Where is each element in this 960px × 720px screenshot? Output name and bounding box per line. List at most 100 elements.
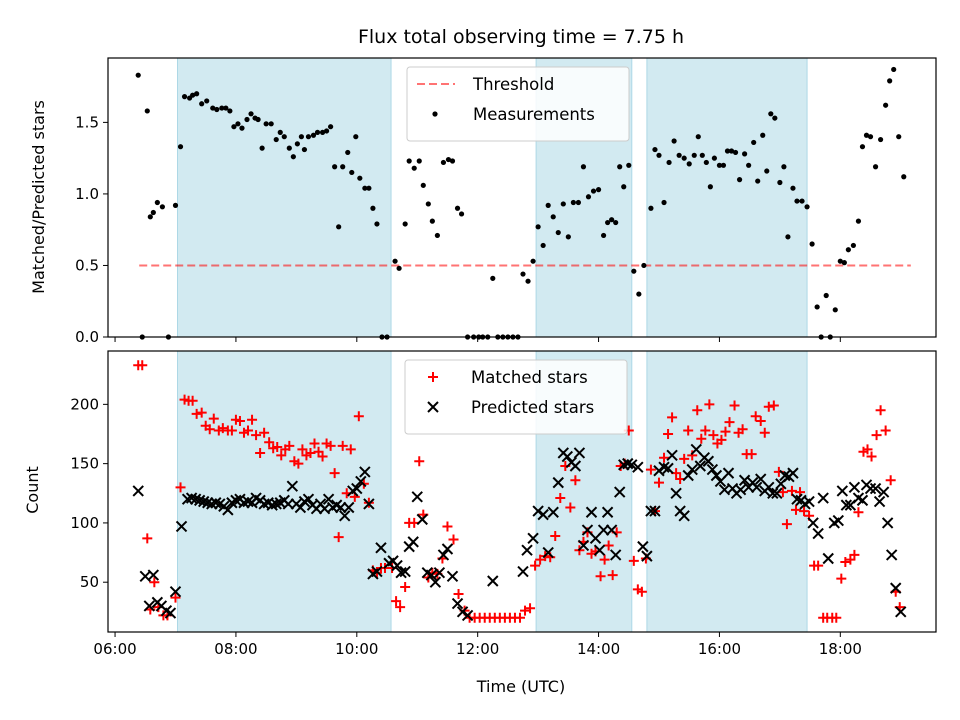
- data-point: [880, 425, 891, 436]
- data-point: [433, 567, 446, 579]
- data-point: [593, 544, 606, 556]
- data-point: [862, 444, 873, 455]
- data-point: [686, 161, 692, 167]
- data-point: [190, 92, 196, 98]
- data-point: [391, 596, 402, 607]
- data-point: [687, 450, 698, 461]
- shaded-interval: [177, 350, 392, 633]
- data-point: [545, 202, 551, 208]
- data-point: [521, 544, 533, 556]
- data-point: [272, 442, 283, 453]
- data-point: [848, 481, 861, 494]
- data-point: [767, 487, 779, 499]
- data-point: [863, 132, 870, 138]
- data-point: [235, 121, 241, 127]
- data-point: [856, 494, 869, 507]
- data-point: [681, 155, 687, 161]
- data-point: [809, 241, 815, 247]
- data-point: [532, 505, 544, 517]
- data-point: [641, 262, 647, 269]
- data-point: [189, 493, 202, 505]
- data-point: [786, 485, 797, 496]
- data-point: [696, 433, 707, 444]
- data-point: [251, 430, 262, 441]
- data-point: [813, 560, 824, 571]
- data-point: [751, 139, 757, 146]
- data-point: [276, 450, 287, 461]
- data-point: [666, 159, 672, 166]
- data-point: [609, 549, 622, 561]
- x-tick-label: 18:00: [819, 640, 862, 658]
- data-point: [729, 400, 740, 411]
- data-point: [737, 424, 748, 435]
- data-point: [290, 154, 296, 160]
- data-point: [895, 606, 907, 618]
- data-point: [210, 105, 216, 111]
- data-point: [550, 214, 556, 220]
- data-point: [636, 586, 647, 597]
- data-point: [150, 209, 156, 216]
- data-point: [407, 536, 419, 548]
- data-point: [883, 102, 889, 108]
- data-point: [458, 211, 465, 217]
- data-point: [691, 152, 697, 158]
- data-point: [569, 460, 582, 472]
- data-point: [416, 513, 428, 526]
- data-point: [333, 532, 344, 543]
- data-point: [214, 106, 220, 113]
- data-point: [750, 481, 763, 494]
- data-point: [542, 546, 554, 559]
- data-point: [273, 136, 279, 143]
- data-point: [442, 521, 453, 532]
- data-point: [814, 304, 820, 310]
- data-point: [437, 549, 450, 561]
- data-point: [525, 278, 531, 284]
- data-point: [590, 188, 597, 194]
- data-point: [823, 292, 829, 299]
- legend: Matched stars Predicted stars: [404, 359, 628, 435]
- data-point: [703, 159, 709, 166]
- bottom-panel: 50 100 150 200 06:00 08:00 10:00 12:00 14:00 16:0…: [70, 350, 937, 658]
- data-point: [147, 569, 160, 581]
- data-point: [649, 505, 661, 517]
- data-point: [867, 134, 874, 140]
- data-point: [742, 151, 748, 157]
- data-point: [636, 291, 642, 297]
- data-point: [270, 498, 282, 510]
- data-point: [535, 554, 546, 565]
- data-point: [832, 514, 844, 527]
- data-point: [535, 224, 541, 230]
- data-point: [746, 449, 757, 460]
- data-point: [461, 609, 474, 622]
- data-point: [724, 417, 735, 428]
- data-point: [362, 185, 368, 191]
- data-point: [678, 510, 690, 522]
- data-point: [149, 577, 160, 588]
- data-point: [402, 221, 408, 227]
- data-point: [875, 405, 886, 416]
- x-tick-label: 06:00: [93, 640, 136, 658]
- data-point: [425, 569, 438, 581]
- data-point: [679, 453, 690, 464]
- data-point: [353, 411, 364, 422]
- data-point: [637, 540, 649, 553]
- data-point: [662, 462, 674, 475]
- data-point: [322, 493, 335, 505]
- data-point: [632, 461, 644, 473]
- data-point: [628, 555, 639, 566]
- data-point: [451, 597, 464, 610]
- x-tick-label: 14:00: [577, 640, 620, 658]
- data-point: [429, 576, 442, 588]
- data-point: [268, 121, 274, 127]
- data-point: [771, 487, 783, 499]
- data-point: [277, 129, 283, 135]
- data-point: [603, 540, 614, 551]
- data-point: [704, 399, 715, 410]
- data-point: [517, 565, 529, 578]
- data-point: [794, 198, 800, 204]
- data-point: [575, 199, 582, 206]
- data-point: [441, 543, 454, 555]
- data-point: [585, 194, 592, 200]
- data-point: [527, 532, 539, 545]
- data-point: [244, 116, 250, 123]
